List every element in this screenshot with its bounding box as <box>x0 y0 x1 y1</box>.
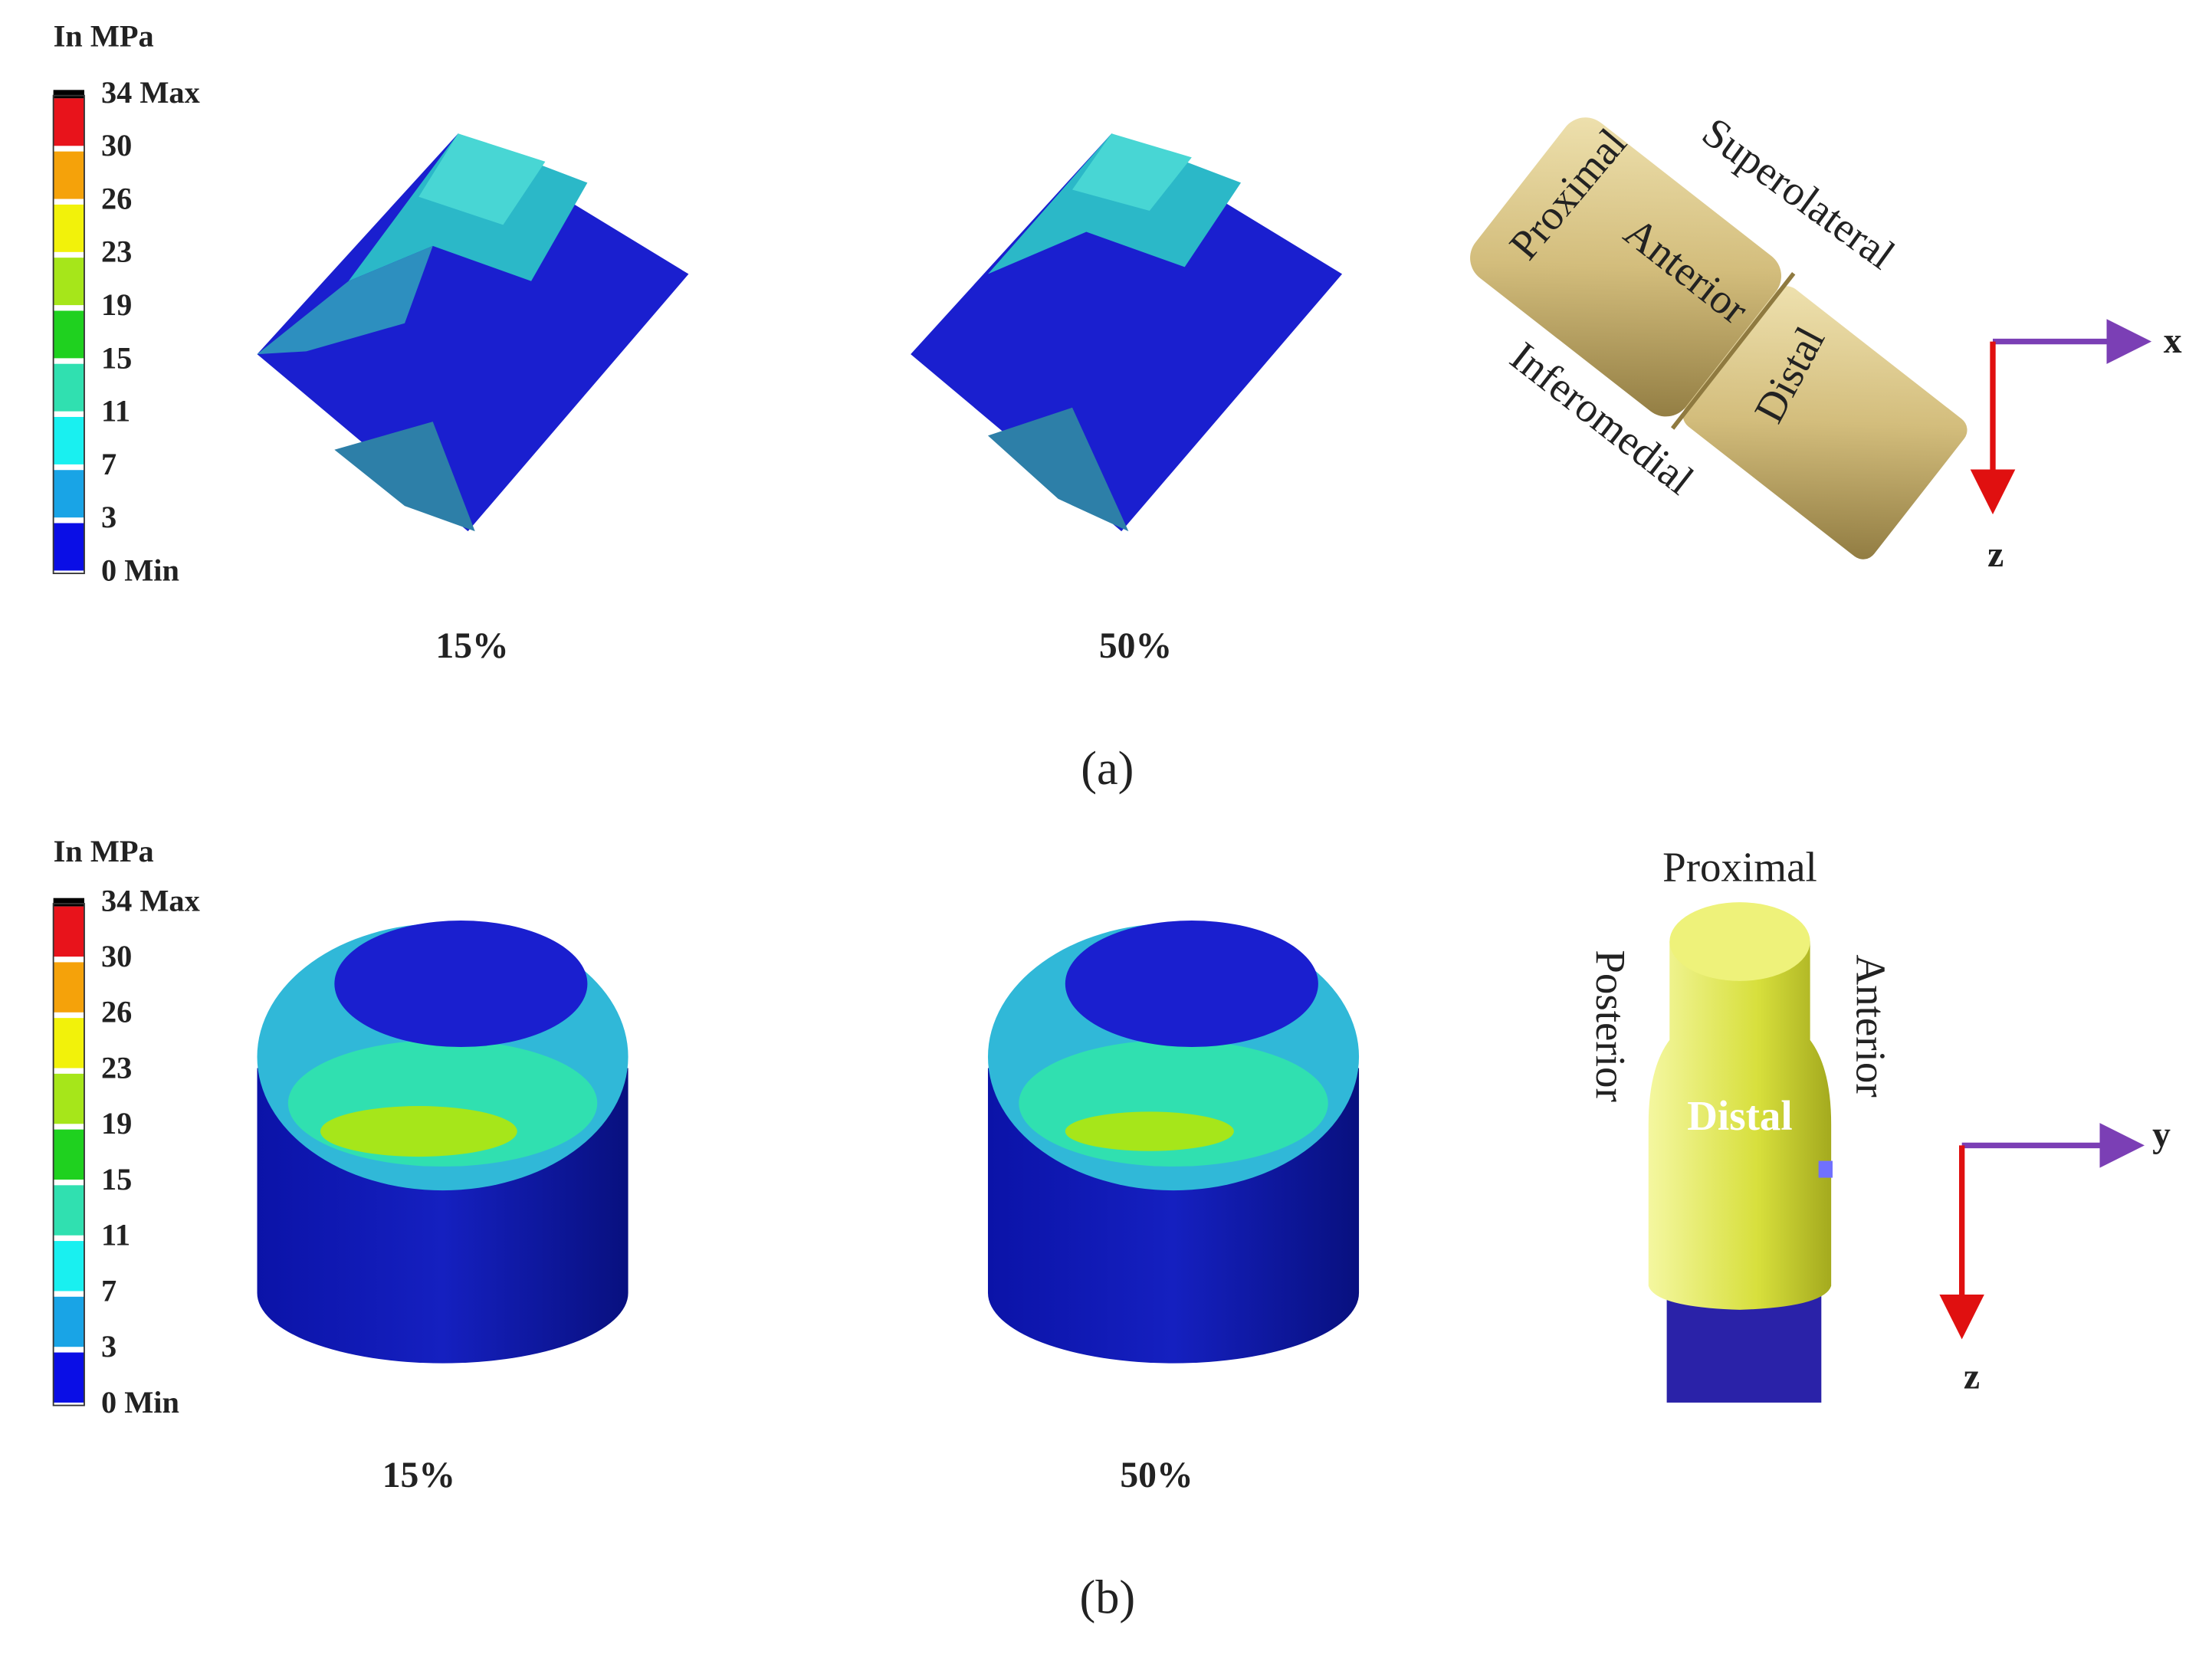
legend-label: 11 <box>101 1218 130 1252</box>
legend-label: 26 <box>101 181 132 215</box>
legend-label: 30 <box>101 939 132 973</box>
legend-label: 3 <box>101 500 117 534</box>
legend-swatch <box>53 1018 84 1068</box>
legend-label: 23 <box>101 235 132 269</box>
caption: 15% <box>435 626 508 666</box>
legend-swatch <box>53 363 84 412</box>
caption: 50% <box>1099 626 1172 666</box>
legend-label: 26 <box>101 995 132 1029</box>
legend-title: In MPa <box>54 19 154 54</box>
legend-swatch <box>53 1352 84 1403</box>
caption: 15% <box>382 1456 455 1495</box>
legend-label: 7 <box>101 447 117 481</box>
legend-swatch <box>53 470 84 518</box>
legend-label: 3 <box>101 1329 117 1364</box>
fe-model-b <box>257 921 1360 1364</box>
legend-swatch <box>53 1073 84 1124</box>
panel-label: (a) <box>1081 742 1134 795</box>
legend-swatch <box>53 310 84 359</box>
orientation-label: Proximal <box>1662 843 1817 890</box>
legend-swatch <box>53 258 84 306</box>
legend-label: 34 Max <box>101 883 200 917</box>
legend-label: 34 Max <box>101 75 200 110</box>
fe-model-a <box>257 133 1343 532</box>
legend-swatch <box>53 962 84 1013</box>
legend-swatch <box>53 1296 84 1347</box>
axis-label: x <box>2164 321 2182 361</box>
legend-swatch <box>53 98 84 146</box>
legend-swatch <box>53 416 84 464</box>
orientation-label: Distal <box>1687 1092 1793 1139</box>
legend-swatch <box>53 1185 84 1236</box>
legend-label: 19 <box>101 1106 132 1141</box>
legend-swatch <box>53 1241 84 1291</box>
caption: 50% <box>1120 1456 1193 1495</box>
axis-label: z <box>1987 535 2004 575</box>
legend-swatch <box>53 151 84 199</box>
legend-swatch <box>53 523 84 571</box>
legend-cap <box>53 898 84 907</box>
implant-a <box>1470 117 1967 560</box>
legend-label: 15 <box>101 340 132 375</box>
legend-label: 0 Min <box>101 1385 179 1419</box>
legend-cap <box>53 90 84 99</box>
legend-label: 30 <box>101 128 132 162</box>
orientation-label: Anterior <box>1847 954 1894 1097</box>
legend-label: 7 <box>101 1273 117 1308</box>
legend-label: 0 Min <box>101 553 179 587</box>
legend-frame <box>52 94 85 575</box>
legend-title: In MPa <box>54 834 154 868</box>
legend-swatch <box>53 1129 84 1180</box>
legend-label: 19 <box>101 287 132 322</box>
legend-swatch <box>53 906 84 957</box>
orientation-label: Posterior <box>1587 950 1634 1102</box>
legend-label: 23 <box>101 1050 132 1085</box>
panel-label: (b) <box>1079 1571 1135 1624</box>
legend-swatch <box>53 204 84 252</box>
implant-b <box>1648 902 1833 1403</box>
legend-label: 15 <box>101 1162 132 1196</box>
axis-label: y <box>2152 1115 2171 1155</box>
legend-label: 11 <box>101 394 130 428</box>
axis-label: z <box>1964 1357 1980 1397</box>
legend-frame <box>52 903 85 1406</box>
